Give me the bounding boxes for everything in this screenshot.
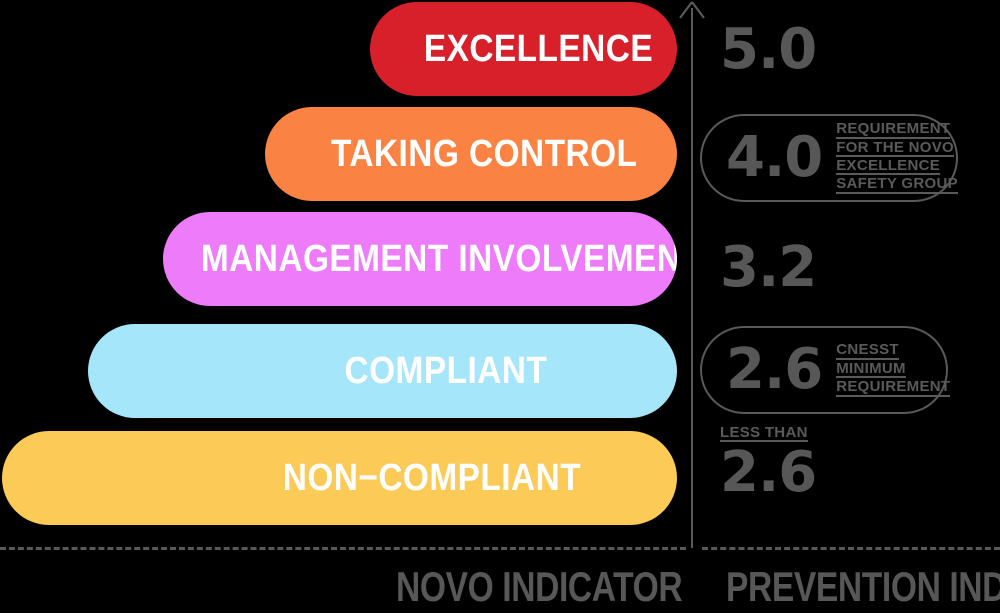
baseline-dashed-right (702, 547, 1000, 550)
vertical-axis-line (691, 8, 693, 548)
index-note-line: EXCELLENCE (836, 157, 941, 176)
ladder-bar-management-involvement: MANAGEMENT INVOLVEMENT (163, 212, 677, 306)
ladder-bar-label: COMPLIANT (344, 350, 548, 392)
index-row-3-2: 3.2 (700, 232, 817, 304)
index-value: 2.6 (726, 337, 823, 402)
index-note-line: REQUIREMENT (836, 378, 951, 397)
index-note-line: FOR THE NOVO (836, 138, 954, 157)
ladder-bar-label: MANAGEMENT INVOLVEMENT (200, 238, 677, 280)
index-note-line: MINIMUM (836, 359, 906, 379)
ladder-bar-taking-control: TAKING CONTROL (265, 107, 677, 201)
index-value: 5.0 (720, 17, 817, 82)
index-row-less-than-2-6: LESS THAN 2.6 (700, 425, 817, 511)
index-row-5-0: 5.0 (700, 14, 817, 86)
footer-caption-novo-indicator: NOVO INDICATOR (396, 563, 683, 610)
index-value: 4.0 (726, 125, 823, 190)
arrow-up-icon (679, 1, 705, 19)
index-note-cnesst: CNESST MINIMUM REQUIREMENT (836, 341, 951, 397)
baseline-dashed-left (0, 547, 686, 550)
index-note-less-than: LESS THAN (720, 425, 808, 443)
index-row-2-6: 2.6 CNESST MINIMUM REQUIREMENT (700, 326, 951, 414)
ladder-bar-non-compliant: NON−COMPLIANT (2, 431, 677, 525)
ladder-bar-excellence: EXCELLENCE (370, 2, 677, 96)
index-note-line: REQUIREMENT (836, 120, 951, 139)
index-note-line: CNESST (836, 341, 899, 360)
index-row-4-0: 4.0 REQUIREMENT FOR THE NOVO EXCELLENCE … (700, 114, 958, 202)
ladder-bar-label: TAKING CONTROL (330, 133, 638, 175)
footer-caption-prevention-index: PREVENTION INDEX (726, 563, 1000, 610)
index-value: 3.2 (720, 235, 817, 300)
ladder-bar-label: NON−COMPLIANT (282, 457, 582, 499)
ladder-bar-label: EXCELLENCE (423, 28, 654, 70)
index-note-line: LESS THAN (720, 424, 808, 443)
ladder-bar-compliant: COMPLIANT (88, 324, 677, 418)
index-value: 2.6 (720, 440, 817, 506)
index-note-line: SAFETY GROUP (836, 175, 958, 194)
index-note-requirement: REQUIREMENT FOR THE NOVO EXCELLENCE SAFE… (836, 121, 958, 195)
